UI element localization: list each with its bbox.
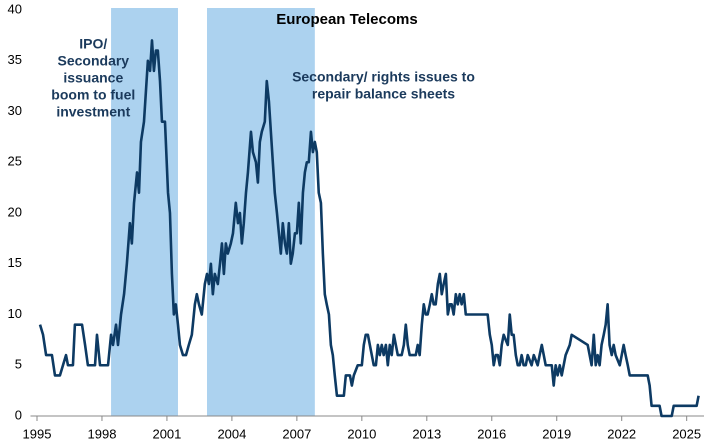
data-line xyxy=(38,39,700,418)
shade-layer xyxy=(111,8,315,416)
y-tick-label: 35 xyxy=(8,52,22,67)
y-tick-label: 15 xyxy=(8,255,22,270)
y-tick-label: 10 xyxy=(8,306,22,321)
annotation: issuance xyxy=(63,70,123,86)
x-tick-label: 2001 xyxy=(152,426,181,441)
chart-title: European Telecoms xyxy=(276,11,417,28)
y-tick-label: 30 xyxy=(8,103,22,118)
line-layer xyxy=(38,39,700,418)
y-tick-label: 20 xyxy=(8,204,22,219)
y-tick-label: 40 xyxy=(8,1,22,16)
annotation: Secondary xyxy=(58,53,130,69)
shaded-period xyxy=(111,8,178,416)
x-tick-label: 2013 xyxy=(412,426,441,441)
annotation: IPO/ xyxy=(79,36,107,52)
x-tick-label: 2019 xyxy=(542,426,571,441)
annotation: repair balance sheets xyxy=(312,86,455,102)
annotation: Secondary/ rights issues to xyxy=(292,69,475,85)
y-tick-label: 25 xyxy=(8,154,22,169)
annotation: boom to fuel xyxy=(51,87,135,103)
x-tick-label: 2016 xyxy=(477,426,506,441)
x-tick-label: 1998 xyxy=(88,426,117,441)
x-tick-label: 2025 xyxy=(672,426,701,441)
x-tick-label: 2022 xyxy=(607,426,636,441)
x-tick-label: 2010 xyxy=(347,426,376,441)
shaded-period xyxy=(206,8,315,416)
annotation: investment xyxy=(56,104,130,120)
x-tick-label: 2004 xyxy=(217,426,246,441)
x-tick-label: 2007 xyxy=(282,426,311,441)
y-tick-label: 5 xyxy=(15,357,22,372)
x-tick-label: 1995 xyxy=(23,426,52,441)
y-tick-label: 0 xyxy=(15,407,22,422)
